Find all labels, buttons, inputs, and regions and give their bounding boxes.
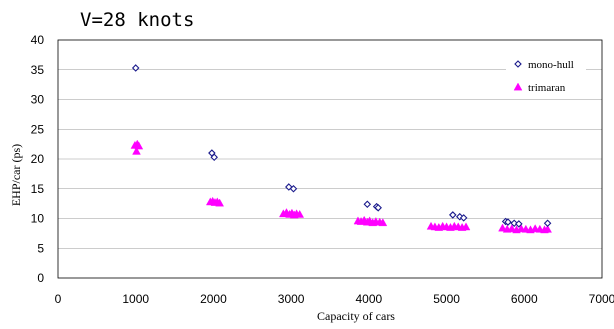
legend-label-mono-hull: mono-hull (528, 59, 574, 71)
x-tick-label: 6000 (511, 292, 538, 306)
data-point-trimaran (132, 146, 141, 155)
plot-area (57, 39, 603, 279)
data-point-mono-hull (374, 204, 382, 212)
series-trimaran (130, 139, 552, 234)
y-axis-ticks: 0 5 10 15 20 25 30 35 40 (31, 33, 45, 285)
data-point-trimaran (498, 223, 507, 232)
x-tick-label: 7000 (589, 292, 614, 306)
data-point-trimaran (295, 209, 305, 218)
legend-marker-trimaran (513, 82, 523, 91)
x-tick-label: 0 (55, 292, 62, 306)
data-point-mono-hull (459, 214, 468, 222)
y-axis-label: EHP/car (ps) (9, 144, 23, 206)
data-point-trimaran (134, 141, 144, 150)
data-point-trimaran (461, 222, 471, 231)
legend-box (506, 54, 586, 98)
data-point-mono-hull (449, 211, 457, 219)
legend-label-trimaran: trimaran (528, 82, 566, 94)
data-point-trimaran (507, 224, 517, 233)
x-tick-label: 1000 (122, 292, 149, 306)
data-point-trimaran (215, 198, 224, 207)
data-point-trimaran (543, 224, 552, 233)
y-tick-label: 15 (31, 182, 45, 196)
y-tick-label: 20 (31, 152, 45, 166)
x-tick-label: 2000 (200, 292, 227, 306)
chart-title: V=28 knots (80, 9, 194, 31)
x-tick-label: 3000 (278, 292, 305, 306)
y-tick-label: 35 (31, 63, 45, 77)
data-point-mono-hull (289, 184, 298, 193)
y-tick-label: 25 (31, 122, 45, 136)
data-point-trimaran (378, 218, 388, 227)
x-tick-label: 5000 (433, 292, 460, 306)
data-point-mono-hull (510, 219, 518, 228)
legend: mono-hull trimaran (506, 54, 586, 98)
legend-symbol-trimaran (513, 82, 523, 91)
grid-lines (58, 69, 602, 249)
x-axis-ticks: 0 1000 2000 3000 4000 5000 6000 7000 (55, 292, 614, 306)
data-point-mono-hull (363, 200, 372, 208)
x-axis-label: Capacity of cars (317, 309, 395, 323)
data-point-mono-hull (504, 218, 512, 226)
data-point-mono-hull (210, 153, 218, 161)
y-tick-label: 5 (37, 241, 44, 255)
x-tick-label: 4000 (356, 292, 383, 306)
legend-marker-mono-hull (514, 60, 522, 68)
y-tick-label: 0 (37, 271, 44, 285)
data-point-mono-hull (131, 64, 140, 72)
y-tick-label: 40 (31, 33, 45, 47)
series-mono-hull (131, 64, 552, 228)
data-point-mono-hull (543, 219, 552, 228)
y-tick-label: 30 (31, 93, 45, 107)
data-point-mono-hull (515, 220, 523, 228)
legend-symbol-mono-hull (514, 60, 522, 68)
data-series (130, 64, 552, 234)
y-tick-label: 10 (31, 212, 45, 226)
